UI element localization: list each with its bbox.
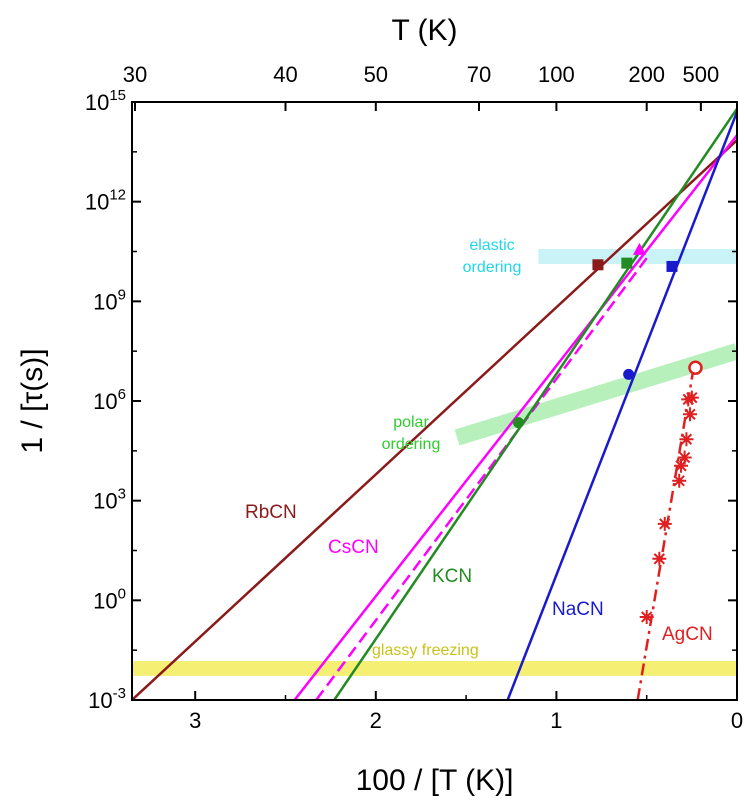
- marker-agcn-star-1: [684, 390, 699, 405]
- series-lines-layer: [132, 107, 737, 700]
- top-tick-label-200: 200: [628, 62, 665, 87]
- marker-nacn-circle-1: [623, 368, 635, 380]
- series-line-cscn-dashed: [315, 257, 648, 700]
- marker-agcn-star-6: [674, 458, 689, 473]
- band-label-elastic-0: elastic: [469, 237, 514, 254]
- y-tick-base: 10: [93, 289, 117, 314]
- y-tick-exponent: 15: [109, 87, 126, 104]
- marker-kcn-square-0: [621, 257, 633, 269]
- y-tick-label--3: 10-3: [88, 685, 126, 713]
- y-tick-exponent: 6: [118, 386, 126, 403]
- top-tick-label-100: 100: [538, 62, 575, 87]
- marker-agcn-star-4: [679, 432, 694, 447]
- y-tick-base: 10: [85, 90, 109, 115]
- y-tick-base: 10: [93, 389, 117, 414]
- bands-layer: [132, 249, 737, 676]
- series-line-cscn: [293, 134, 737, 700]
- y-tick-label-12: 1012: [85, 187, 126, 215]
- marker-cscn-dashed-triangle-0: [632, 242, 646, 255]
- y-tick-exponent: 0: [118, 585, 126, 602]
- marker-agcn-star-9: [652, 551, 667, 566]
- top-tick-label-40: 40: [273, 62, 297, 87]
- marker-agcn-open-circle-0: [688, 360, 703, 376]
- marker-agcn-star-10: [639, 609, 654, 624]
- top-tick-label-30: 30: [123, 62, 147, 87]
- marker-agcn-star-8: [657, 516, 672, 531]
- top-axis-title: T (K): [391, 14, 457, 47]
- marker-kcn-circle-1: [512, 417, 524, 429]
- x-axis-title: 100 / [T (K)]: [356, 764, 514, 797]
- series-line-rbcn: [132, 139, 737, 700]
- marker-agcn-star-3: [683, 407, 698, 422]
- series-label-agcn: AgCN: [662, 624, 713, 645]
- bottom-tick-label-2: 2: [370, 708, 382, 733]
- band-label-polar-1: ordering: [382, 436, 441, 453]
- y-tick-base: 10: [88, 688, 112, 713]
- y-tick-exponent: 9: [118, 286, 126, 303]
- series-line-kcn: [333, 107, 737, 700]
- band-label-glassy-freezing-0: glassy freezing: [372, 642, 479, 659]
- y-tick-exponent: 3: [118, 486, 126, 503]
- y-tick-label-6: 106: [93, 386, 126, 414]
- y-tick-exponent: 12: [109, 187, 126, 204]
- y-tick-exponent: -3: [113, 685, 126, 702]
- bottom-tick-label-1: 1: [550, 708, 562, 733]
- marker-rbcn-square-0: [592, 259, 604, 271]
- y-tick-base: 10: [93, 588, 117, 613]
- marker-agcn-star-2: [681, 392, 696, 407]
- series-label-rbcn: RbCN: [245, 502, 297, 523]
- top-tick-label-50: 50: [364, 62, 388, 87]
- series-line-nacn: [506, 111, 737, 700]
- top-tick-label-500: 500: [683, 62, 720, 87]
- band-label-elastic-1: ordering: [463, 259, 522, 276]
- y-tick-label-9: 109: [93, 286, 126, 314]
- marker-agcn-star-7: [672, 473, 687, 488]
- series-label-cscn: CsCN: [328, 537, 379, 558]
- marker-nacn-square-0: [666, 260, 678, 272]
- bottom-tick-label-3: 3: [189, 708, 201, 733]
- series-label-nacn: NaCN: [552, 599, 604, 620]
- y-axis-title: 1 / [τ(s)]: [16, 348, 49, 453]
- series-line-agcn: [636, 367, 695, 700]
- top-tick-label-70: 70: [467, 62, 491, 87]
- series-label-kcn: KCN: [432, 566, 472, 587]
- y-tick-label-3: 103: [93, 486, 126, 514]
- marker-agcn-star-5: [677, 450, 692, 465]
- y-tick-base: 10: [85, 190, 109, 215]
- labels-layer: 3 2 1 030 40 50 70 100 200 50010-3100103106109101…: [85, 62, 743, 733]
- y-tick-label-0: 100: [93, 585, 126, 613]
- markers-layer: [512, 242, 703, 624]
- band-label-polar-0: polar: [393, 414, 429, 431]
- y-tick-base: 10: [93, 489, 117, 514]
- ticks-layer: [132, 101, 738, 701]
- bottom-tick-label-0: 0: [731, 708, 743, 733]
- y-tick-label-15: 1015: [85, 87, 126, 115]
